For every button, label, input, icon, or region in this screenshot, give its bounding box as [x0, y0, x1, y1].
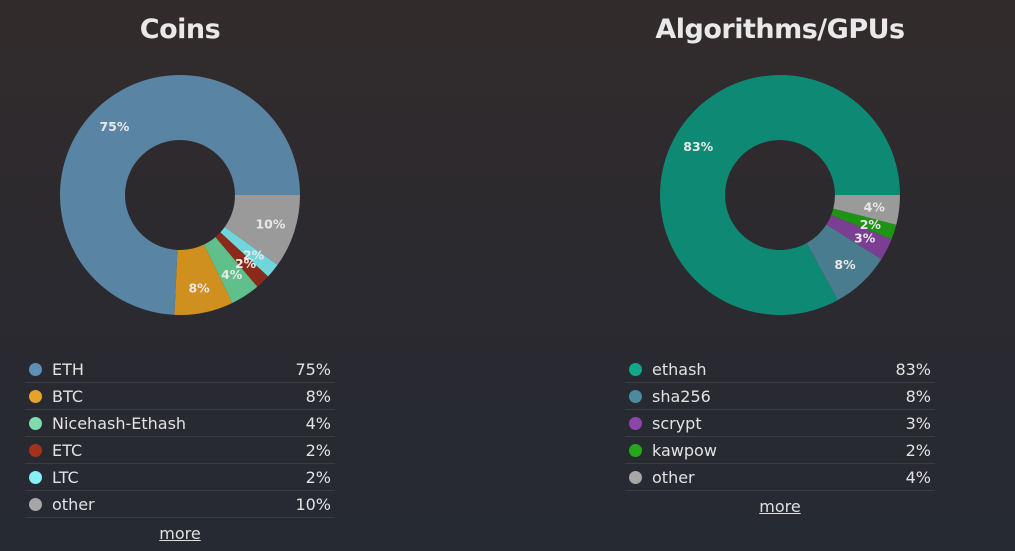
algorithms-more-link[interactable]: more [759, 497, 801, 516]
algorithms-donut-chart: 4% 2%3% 8% 83% [660, 75, 900, 316]
algorithms-slice-label-other: 4% [864, 199, 886, 214]
coins-legend-value-eth: 75% [295, 359, 331, 379]
coins-legend: ETH 75% BTC 8% Nicehash-Ethash 4% ETC 2% LTC 2% ot… [25, 356, 335, 518]
coins-legend-label-ltc: LTC [52, 467, 79, 487]
coins-slice-btc[interactable] [174, 244, 233, 315]
coins-legend-value-etc: 2% [305, 440, 331, 460]
coins-legend-dot-ltc [29, 470, 42, 484]
algorithms-slice-scrypt[interactable] [826, 215, 892, 260]
algorithms-legend-dot-sha256 [629, 389, 642, 403]
coins-slice-label-btc: 8% [188, 281, 210, 296]
coins-legend-label-btc: BTC [52, 386, 83, 406]
coins-legend-item-eth[interactable]: ETH 75% [25, 356, 335, 383]
algorithms-legend-item-sha256[interactable]: sha256 8% [625, 383, 935, 410]
coins-legend-value-nicehash-ethash: 4% [305, 413, 331, 433]
coins-slice-nicehash-ethash[interactable] [203, 237, 258, 304]
algorithms-legend-label-ethash: ethash [652, 359, 707, 379]
coins-legend-dot-etc [29, 443, 42, 457]
coins-legend-dot-other [29, 497, 42, 511]
coins-legend-item-etc[interactable]: ETC 2% [25, 437, 335, 464]
coins-legend-item-other[interactable]: other 10% [25, 491, 335, 518]
algorithms-legend-label-sha256: sha256 [652, 386, 711, 406]
coins-slice-other[interactable] [224, 195, 300, 265]
coins-slice-ltc[interactable] [220, 227, 278, 277]
coins-legend-value-ltc: 2% [305, 467, 331, 487]
algorithms-legend-label-other: other [652, 467, 695, 487]
algorithms-legend: ethash 83% sha256 8% scrypt 3% kawpow 2% other 4% [625, 356, 935, 491]
coins-legend-dot-nicehash-ethash [29, 416, 42, 430]
algorithms-legend-label-scrypt: scrypt [652, 413, 702, 433]
algorithms-legend-item-scrypt[interactable]: scrypt 3% [625, 410, 935, 437]
coins-slice-label-ltc: 2% [243, 248, 265, 263]
algorithms-legend-item-kawpow[interactable]: kawpow 2% [625, 437, 935, 464]
coins-legend-value-btc: 8% [305, 386, 331, 406]
coins-legend-item-ltc[interactable]: LTC 2% [25, 464, 335, 491]
coins-legend-item-nicehash-ethash[interactable]: Nicehash-Ethash 4% [25, 410, 335, 437]
algorithms-slice-sha256[interactable] [806, 224, 882, 301]
algorithms-legend-value-kawpow: 2% [905, 440, 931, 460]
algorithms-legend-dot-ethash [629, 362, 642, 376]
coins-legend-dot-btc [29, 389, 42, 403]
coins-legend-label-nicehash-ethash: Nicehash-Ethash [52, 413, 187, 433]
algorithms-slice-label-kawpow: 2% [860, 217, 882, 232]
algorithms-legend-dot-other [629, 470, 642, 484]
algorithms-slice-ethash[interactable] [660, 75, 900, 316]
algorithms-legend-item-other[interactable]: other 4% [625, 464, 935, 491]
algorithms-slice-other[interactable] [833, 195, 900, 225]
coins-legend-label-eth: ETH [52, 359, 84, 379]
algorithms-title: Algorithms/GPUs [655, 14, 905, 45]
coins-slice-label-other: 10% [255, 217, 285, 232]
coins-donut-chart: 10% 2%2%4% 8% 75% [60, 75, 300, 315]
algorithms-legend-label-kawpow: kawpow [652, 440, 717, 460]
coins-slice-etc[interactable] [215, 232, 269, 287]
algorithms-slice-label-sha256: 8% [834, 257, 856, 272]
algorithms-legend-dot-kawpow [629, 443, 642, 457]
coins-slice-label-nicehash-ethash: 4% [221, 267, 243, 282]
coins-slice-label-etc: 2% [235, 256, 257, 271]
coins-more-link[interactable]: more [159, 524, 201, 543]
coins-legend-label-other: other [52, 494, 95, 514]
algorithms-legend-value-sha256: 8% [905, 386, 931, 406]
algorithms-legend-value-other: 4% [905, 467, 931, 487]
coins-slice-label-eth: 75% [99, 119, 129, 134]
algorithms-slice-label-scrypt: 3% [854, 231, 876, 246]
algorithms-slice-kawpow[interactable] [831, 208, 897, 240]
coins-legend-item-btc[interactable]: BTC 8% [25, 383, 335, 410]
algorithms-legend-value-ethash: 83% [895, 359, 931, 379]
algorithms-slice-label-ethash: 83% [683, 139, 713, 154]
coins-legend-value-other: 10% [295, 494, 331, 514]
algorithms-legend-value-scrypt: 3% [905, 413, 931, 433]
algorithms-legend-item-ethash[interactable]: ethash 83% [625, 356, 935, 383]
coins-title: Coins [139, 14, 221, 45]
coins-slice-eth[interactable] [60, 75, 300, 315]
coins-legend-dot-eth [29, 362, 42, 376]
coins-legend-label-etc: ETC [52, 440, 83, 460]
algorithms-legend-dot-scrypt [629, 416, 642, 430]
